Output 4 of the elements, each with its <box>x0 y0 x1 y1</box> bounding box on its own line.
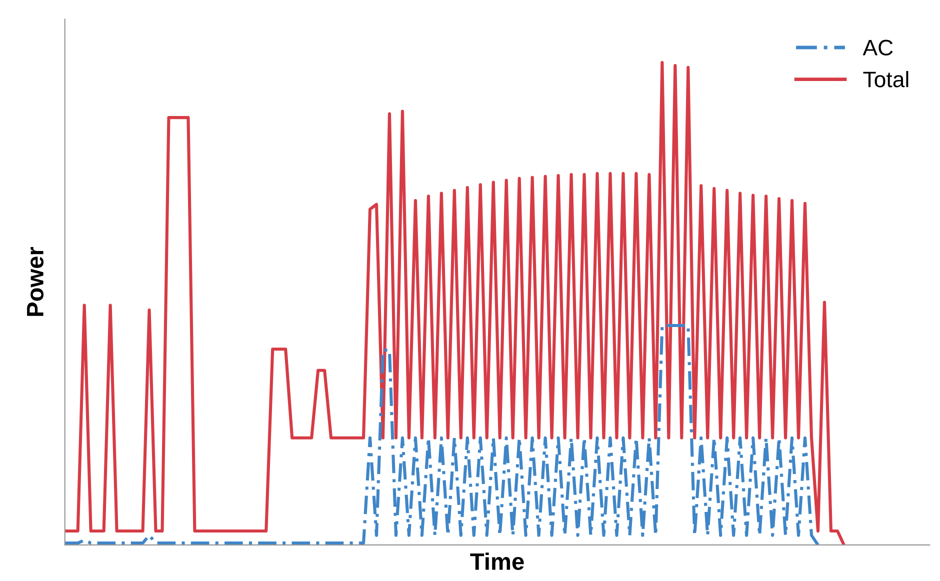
x-axis-title: Time <box>470 552 524 570</box>
legend-label: AC <box>862 40 893 56</box>
legend-label: Total <box>863 71 908 88</box>
y-axis-title: Power <box>27 247 44 316</box>
